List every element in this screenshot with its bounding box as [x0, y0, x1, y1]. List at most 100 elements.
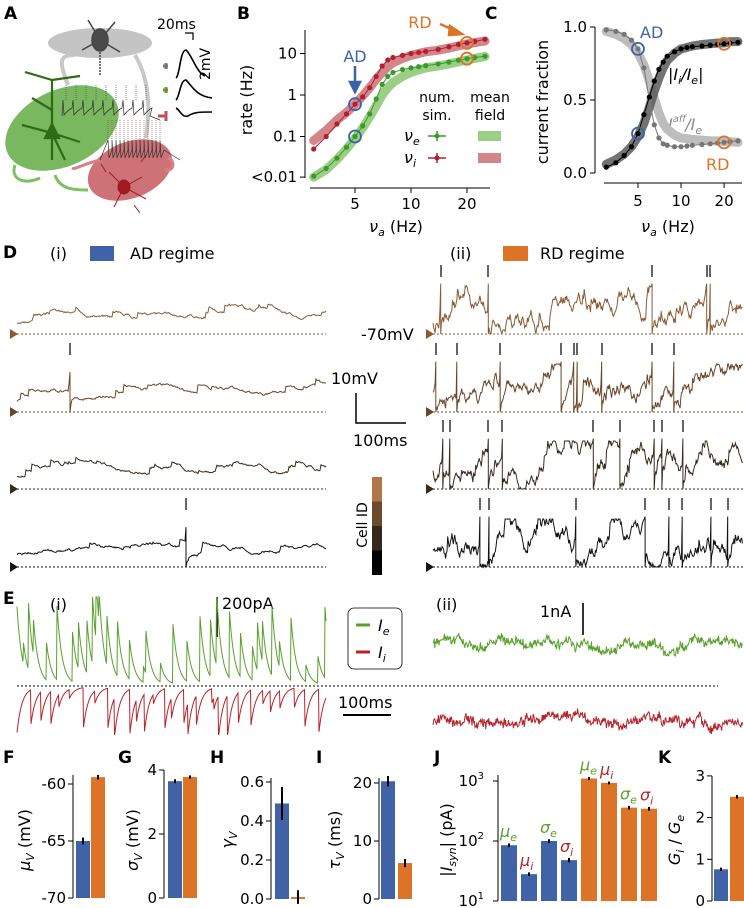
b-sim-i-point	[385, 57, 391, 63]
c-inh-ratio-sim-point	[664, 53, 670, 59]
d-rest-potential-label: -70mV	[361, 325, 414, 344]
b-rd-annotation: RD	[408, 13, 431, 32]
h-y-tick-label: 0.2	[240, 851, 264, 869]
panel-b-rate-plot: rate (Hz) νa (Hz) AD RD num. sim. mean f…	[237, 13, 510, 239]
j-bar-rd	[581, 778, 597, 901]
g-y-tick-label: 0	[147, 889, 157, 907]
f-ylabel: μV (mV)	[15, 809, 37, 872]
b-mean-field-e-line	[309, 51, 490, 182]
b-rd-arrow-icon	[439, 22, 466, 37]
b-sim-i-point	[352, 101, 358, 107]
b-y-tick-label: 1	[287, 86, 297, 104]
afferent-arrow-to-exc	[59, 53, 76, 86]
b-ad-annotation: AD	[343, 47, 366, 66]
j-bar-rd	[601, 782, 617, 901]
d-rd-label: RD regime	[540, 244, 625, 263]
c-aff-ratio-sim-point	[707, 141, 713, 147]
b-legend-nu-e-sub: e	[413, 135, 420, 148]
j-y-tick-exponent: 1	[478, 891, 484, 902]
j-bar-label-sym: μ	[519, 851, 530, 870]
panel-label-i: I	[316, 748, 322, 768]
c-label-inh-ratio-mid: /I	[679, 65, 691, 84]
j-y-tick-label: 101	[459, 891, 484, 908]
ad-excitatory-current-trace	[16, 595, 327, 684]
b-sim-i-point	[399, 52, 406, 58]
h-ylabel: γV	[218, 830, 240, 848]
e-legend-inh-sub: i	[383, 652, 386, 665]
b-ad-arrow-icon	[347, 66, 363, 95]
b-sim-i-point	[482, 36, 488, 42]
b-sim-e-point	[446, 59, 452, 65]
g-ylabel: σV (mV)	[123, 809, 145, 871]
b-sim-i-point	[423, 48, 429, 55]
j-bar-label-sym: σ	[640, 786, 651, 805]
i-ylabel-sym: τ	[325, 859, 344, 869]
j-ylabel-sub: syn	[446, 847, 459, 866]
panel-c-current-fraction: current fraction νa (Hz) AD RD |Ii/Ie| I…	[533, 18, 743, 239]
j-bar-label: σe	[620, 785, 637, 807]
c-aff-ratio-sim-point	[735, 138, 741, 144]
j-ylabel: |Isyn| (pA)	[437, 803, 459, 876]
membrane-potential-trace	[432, 516, 743, 569]
j-y-tick-label: 102	[459, 831, 484, 850]
g-ylabel-sym: σ	[123, 860, 142, 871]
j-bar-label-sym: σ	[620, 785, 631, 804]
h-ylabel-sym: γ	[218, 838, 237, 849]
rest-potential-marker-icon	[426, 329, 434, 339]
b-legend-header-sim: num.	[419, 90, 455, 106]
b-x-tick-label: 10	[401, 195, 420, 213]
b-sim-i-point	[390, 54, 396, 61]
panel-label-a: A	[4, 4, 18, 24]
i-y-tick-label: 10	[353, 832, 372, 850]
e-legend-exc-sym: I	[378, 616, 383, 635]
membrane-potential-trace	[432, 361, 743, 413]
h-bar-ad	[275, 803, 289, 899]
afferent-arrow-to-inh	[133, 53, 151, 139]
b-sim-e-point	[343, 144, 350, 150]
rest-potential-marker-icon	[10, 484, 18, 494]
c-inh-ratio-sim-point	[671, 49, 678, 55]
b-sim-e-point	[455, 57, 462, 63]
j-bar-label-sub: e	[630, 794, 637, 807]
g-y-tick-label: 2	[147, 825, 157, 843]
c-aff-ratio-sim-point	[628, 37, 635, 43]
j-bar-ad	[561, 860, 577, 901]
j-y-tick-exponent: 3	[478, 771, 484, 782]
b-sim-i-point	[416, 49, 422, 56]
panel-label-e: E	[3, 589, 15, 609]
afferent-psp-trace	[175, 49, 206, 79]
c-label-inh-ratio: |Ii/Ie|	[668, 65, 703, 87]
b-xlabel: νa (Hz)	[369, 217, 423, 239]
c-inh-ratio-sim-point	[641, 112, 647, 118]
b-sim-i-point	[311, 146, 317, 152]
b-sim-e-point	[379, 81, 385, 88]
c-ylabel: current fraction	[533, 40, 552, 164]
f-y-tick-label: -60	[42, 775, 67, 793]
j-bar-label-sub: i	[650, 795, 653, 808]
c-regime-marker	[631, 126, 645, 141]
c-rd-annotation: RD	[706, 155, 729, 174]
j-bar-ad	[541, 841, 557, 901]
b-sim-e-point	[311, 173, 317, 179]
b-xlabel-sym: ν	[369, 217, 378, 236]
panel-d-voltage-traces: (i) AD regime (ii) RD regime -70mV 10mV …	[10, 244, 743, 575]
c-label-inh-ratio-sub: i	[678, 74, 681, 87]
f-y-tick-label: -65	[42, 832, 67, 850]
cell-id-swatch	[372, 477, 382, 502]
j-bar-ad	[501, 845, 517, 901]
k-y-tick-label: 1	[695, 850, 705, 868]
c-label-aff-ratio-mid: /I	[683, 115, 695, 134]
c-inh-ratio-sim-point	[660, 59, 666, 65]
j-bar-label-sym: μ	[579, 756, 590, 775]
b-sim-i-point	[373, 73, 379, 80]
c-aff-ratio-sim-point	[721, 139, 727, 145]
e-legend-inh: Ii	[378, 643, 386, 665]
b-y-tick-label: 10	[278, 45, 297, 63]
inh-recurrent-arrow	[164, 156, 175, 172]
b-x-tick-label: 20	[457, 195, 476, 213]
h-y-tick-label: 0.0	[240, 890, 264, 908]
f-bar-ad	[76, 841, 90, 898]
rd-inhibitory-current-trace	[432, 708, 744, 735]
b-ylabel: rate (Hz)	[237, 65, 256, 136]
c-label-inh-ratio-sym: |I	[668, 65, 678, 84]
